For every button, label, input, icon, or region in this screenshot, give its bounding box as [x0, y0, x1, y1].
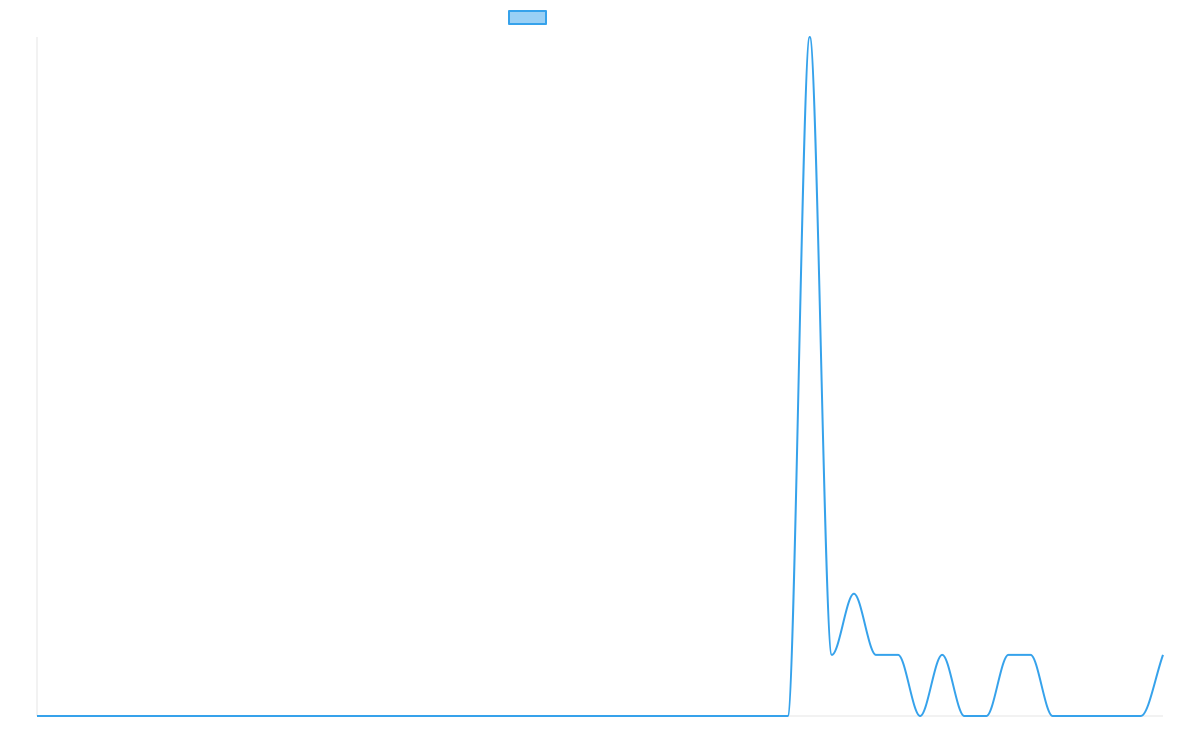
series-line: [37, 36, 1164, 718]
legend-swatch[interactable]: [508, 10, 547, 25]
